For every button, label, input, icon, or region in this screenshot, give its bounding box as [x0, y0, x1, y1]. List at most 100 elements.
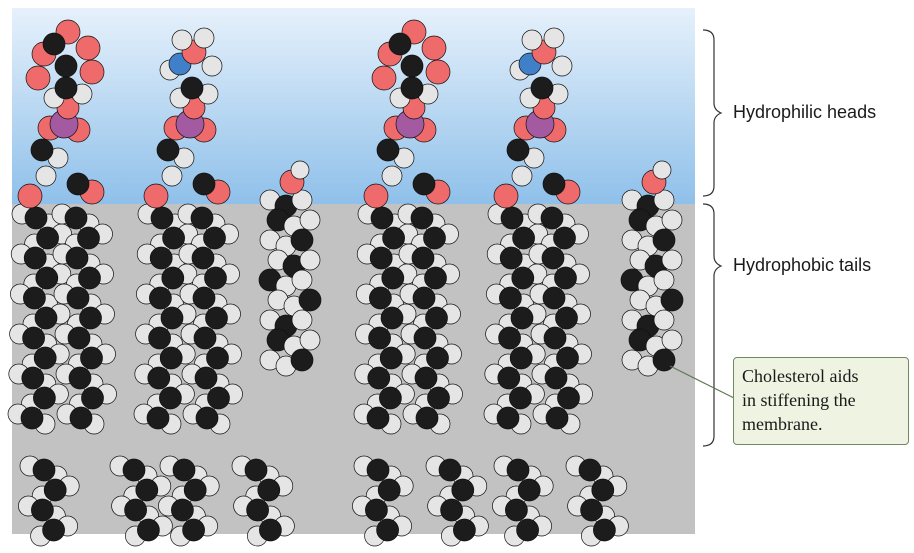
carbon-atom — [380, 306, 404, 330]
carbon-atom — [382, 226, 405, 250]
carbon-atom — [379, 346, 403, 370]
hydrogen-atom — [521, 29, 543, 51]
hydrogen-atom — [299, 209, 321, 231]
carbon-atom — [652, 228, 676, 252]
carbon-atom — [67, 326, 91, 350]
carbon-atom — [543, 326, 567, 350]
carbon-atom — [497, 366, 521, 390]
carbon-atom — [553, 226, 576, 250]
carbon-atom — [370, 206, 394, 230]
carbon-atom — [23, 286, 46, 310]
carbon-atom — [509, 346, 533, 370]
oxygen-atom — [371, 65, 397, 91]
carbon-atom — [425, 306, 448, 330]
carbon-atom — [424, 266, 447, 290]
carbon-atom — [148, 326, 171, 350]
lower-leaflet-tail — [18, 455, 80, 547]
carbon-atom — [414, 366, 438, 390]
carbon-atom — [499, 246, 523, 270]
carbon-atom — [413, 326, 437, 350]
hydrophobic-interior — [12, 204, 695, 534]
oxygen-atom — [363, 183, 389, 209]
polar-head — [363, 19, 451, 209]
carbon-atom — [381, 266, 405, 290]
carbon-atom — [379, 386, 402, 410]
carbon-atom — [411, 246, 435, 270]
hydrogen-atom — [291, 269, 313, 291]
carbon-atom — [496, 406, 520, 430]
oxygen-atom — [425, 59, 451, 85]
callout-line-3: membrane. — [742, 414, 823, 434]
carbon-atom — [438, 458, 462, 482]
hydrogen-atom — [661, 329, 683, 351]
carbon-atom — [193, 326, 217, 350]
hydrogen-atom — [543, 27, 565, 49]
carbon-atom — [505, 498, 528, 522]
carbon-atom — [68, 366, 92, 390]
fatty-acid-tails — [7, 203, 117, 435]
carbon-atom — [172, 458, 196, 482]
carbon-atom — [499, 286, 522, 310]
carbon-atom — [183, 478, 207, 502]
carbon-atom — [192, 172, 216, 196]
hydrophobic-tails-label: Hydrophobic tails — [733, 255, 872, 275]
polar-head — [493, 27, 581, 209]
carbon-atom — [557, 386, 580, 410]
hydrogen-atom — [299, 329, 321, 351]
carbon-atom — [369, 246, 393, 270]
aqueous-region — [12, 8, 695, 204]
cholesterol-molecule — [620, 160, 684, 377]
carbon-atom — [660, 288, 684, 312]
carbon-atom — [206, 346, 229, 370]
carbon-atom — [591, 478, 615, 502]
hydrogen-atom — [193, 27, 215, 49]
carbon-atom — [78, 266, 101, 290]
carbon-atom — [555, 306, 578, 330]
carbon-atom — [257, 478, 281, 502]
carbon-atom — [453, 518, 476, 542]
carbon-atom — [376, 138, 400, 162]
phospholipid-molecule — [133, 27, 243, 435]
carbon-atom — [412, 286, 436, 310]
phospholipid-molecule — [353, 19, 463, 435]
carbon-atom — [43, 478, 67, 502]
carbon-atom — [195, 406, 219, 430]
carbon-atom — [80, 346, 103, 370]
carbon-atom — [33, 346, 57, 370]
carbon-atom — [207, 386, 230, 410]
carbon-atom — [426, 346, 449, 370]
carbon-atom — [376, 518, 399, 542]
carbon-atom — [64, 206, 88, 230]
carbon-atom — [54, 54, 78, 78]
carbon-atom — [205, 306, 228, 330]
lower-leaflet-tail — [109, 455, 173, 547]
carbon-atom — [33, 386, 56, 410]
hydrogen-atom — [653, 189, 675, 211]
polar-head — [17, 19, 105, 209]
hydrogen-atom — [661, 249, 683, 271]
hydrogen-atom — [661, 209, 683, 231]
carbon-atom — [506, 458, 530, 482]
carbon-atom — [544, 366, 568, 390]
carbon-atom — [36, 226, 59, 250]
carbon-atom — [540, 206, 564, 230]
fatty-acid-tails — [483, 203, 593, 435]
carbon-atom — [509, 386, 532, 410]
carbon-atom — [510, 306, 534, 330]
carbon-atom — [35, 266, 59, 290]
hydrogen-atom — [299, 249, 321, 271]
carbon-atom — [31, 498, 54, 522]
callout-pointer — [669, 365, 735, 399]
carbon-atom — [545, 406, 569, 430]
carbon-atom — [410, 206, 434, 230]
hydrogen-atom — [201, 55, 223, 77]
callout-line-1: Cholesterol aids — [742, 366, 859, 386]
carbon-atom — [365, 498, 388, 522]
hydrogen-atom — [290, 160, 310, 180]
carbon-atom — [244, 458, 268, 482]
carbon-atom — [182, 518, 205, 542]
carbon-atom — [290, 228, 314, 252]
carbon-atom — [137, 518, 160, 542]
carbon-atom — [135, 478, 159, 502]
